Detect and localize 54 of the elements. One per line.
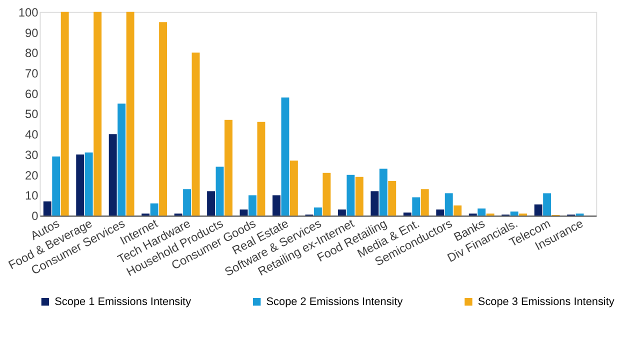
bar (403, 212, 412, 216)
bar (94, 12, 102, 216)
bar (76, 154, 84, 216)
bar (444, 193, 453, 216)
bar (52, 156, 60, 216)
bar (126, 12, 134, 216)
y-tick-label: 50 (25, 107, 39, 122)
bar (257, 122, 266, 216)
bar (355, 176, 364, 216)
y-tick-label: 70 (25, 66, 39, 81)
bar (159, 22, 167, 216)
y-tick-label: 80 (25, 46, 39, 60)
bar (338, 210, 346, 216)
bar (192, 52, 200, 216)
bar (290, 160, 298, 216)
bar (379, 168, 388, 216)
bar (183, 189, 192, 216)
bar (207, 191, 216, 216)
bar (543, 193, 552, 216)
legend-label: Scope 2 Emissions Intensity (266, 296, 404, 308)
y-tick-label: 60 (25, 86, 39, 101)
bar (534, 204, 542, 216)
bar (216, 166, 224, 216)
bar (272, 195, 280, 216)
bar (108, 134, 117, 216)
bar (420, 189, 429, 216)
bar (224, 120, 232, 216)
bar (510, 212, 518, 216)
bar (281, 97, 290, 216)
legend-label: Scope 3 Emissions Intensity (478, 296, 615, 308)
y-tick-label: 90 (25, 26, 39, 40)
bar (346, 174, 355, 216)
bar (370, 191, 379, 216)
legend-label: Scope 1 Emissions Intensity (54, 296, 192, 308)
bar (60, 12, 69, 216)
bar (388, 180, 396, 216)
y-tick-label: 10 (25, 188, 39, 203)
bar (150, 203, 158, 216)
bar (84, 152, 93, 216)
y-tick-label: 40 (25, 128, 39, 142)
bar (240, 210, 248, 216)
bar (454, 205, 462, 216)
y-tick-label: 0 (32, 209, 39, 224)
y-tick-label: 100 (18, 5, 39, 20)
bar (248, 195, 256, 216)
bar (478, 208, 486, 216)
bar (322, 172, 331, 216)
bar (412, 197, 420, 216)
bar (436, 210, 444, 216)
bar (118, 104, 126, 216)
bar (314, 207, 322, 216)
y-tick-label: 20 (25, 168, 39, 182)
bar (43, 201, 52, 216)
y-tick-label: 30 (25, 148, 39, 162)
